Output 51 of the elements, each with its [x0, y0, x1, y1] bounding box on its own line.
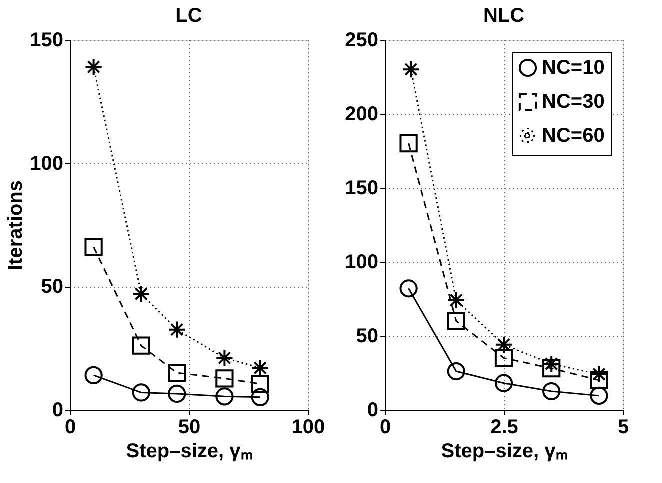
point: [402, 60, 420, 79]
point: [542, 382, 561, 401]
point: [84, 58, 103, 76]
point: [216, 370, 234, 388]
x-tick-label: 5: [618, 416, 630, 438]
point: [542, 360, 561, 378]
point: [494, 336, 514, 354]
point: [400, 280, 418, 298]
point: [590, 386, 608, 405]
point: [447, 362, 466, 381]
point: [590, 371, 608, 390]
y-tick-label: 100: [30, 152, 64, 175]
point: [216, 349, 234, 368]
legend-label: NC=60: [542, 125, 605, 147]
point: [168, 364, 186, 382]
chart-title: NLC: [483, 5, 525, 27]
point: [216, 388, 234, 406]
point: [251, 388, 270, 406]
point: [132, 384, 150, 402]
x-axis-title: Step–size, γₘ: [126, 440, 253, 462]
point: [400, 134, 418, 153]
legend-label: NC=10: [542, 57, 605, 79]
chart-title: LC: [176, 5, 202, 27]
point: [494, 349, 514, 368]
x-tick-label: 50: [178, 416, 201, 438]
point: [168, 320, 186, 339]
legend-label: NC=30: [542, 91, 605, 113]
point: [494, 374, 514, 392]
point: [84, 366, 103, 385]
point: [132, 336, 150, 355]
y-tick-label: 0: [52, 400, 64, 422]
point: [251, 375, 270, 394]
x-tick-label: 2.5: [490, 416, 518, 438]
point: [447, 291, 466, 310]
point: [542, 355, 561, 374]
point: [84, 238, 103, 256]
y-tick-label: 0: [367, 400, 378, 422]
y-tick-label: 50: [356, 326, 378, 348]
x-tick-label: 100: [292, 416, 326, 438]
point: [447, 312, 466, 330]
point: [132, 285, 150, 304]
point: [168, 384, 186, 404]
y-axis-title: Iterations: [5, 180, 28, 271]
y-tick-label: 150: [30, 30, 64, 52]
y-tick-label: 50: [41, 276, 64, 298]
y-tick-label: 100: [345, 252, 378, 274]
y-tick-label: 250: [345, 30, 378, 52]
y-tick-label: 150: [345, 178, 378, 200]
x-axis-title: Step–size, γₘ: [441, 440, 568, 462]
y-tick-label: 200: [345, 104, 378, 126]
point: [590, 365, 608, 384]
